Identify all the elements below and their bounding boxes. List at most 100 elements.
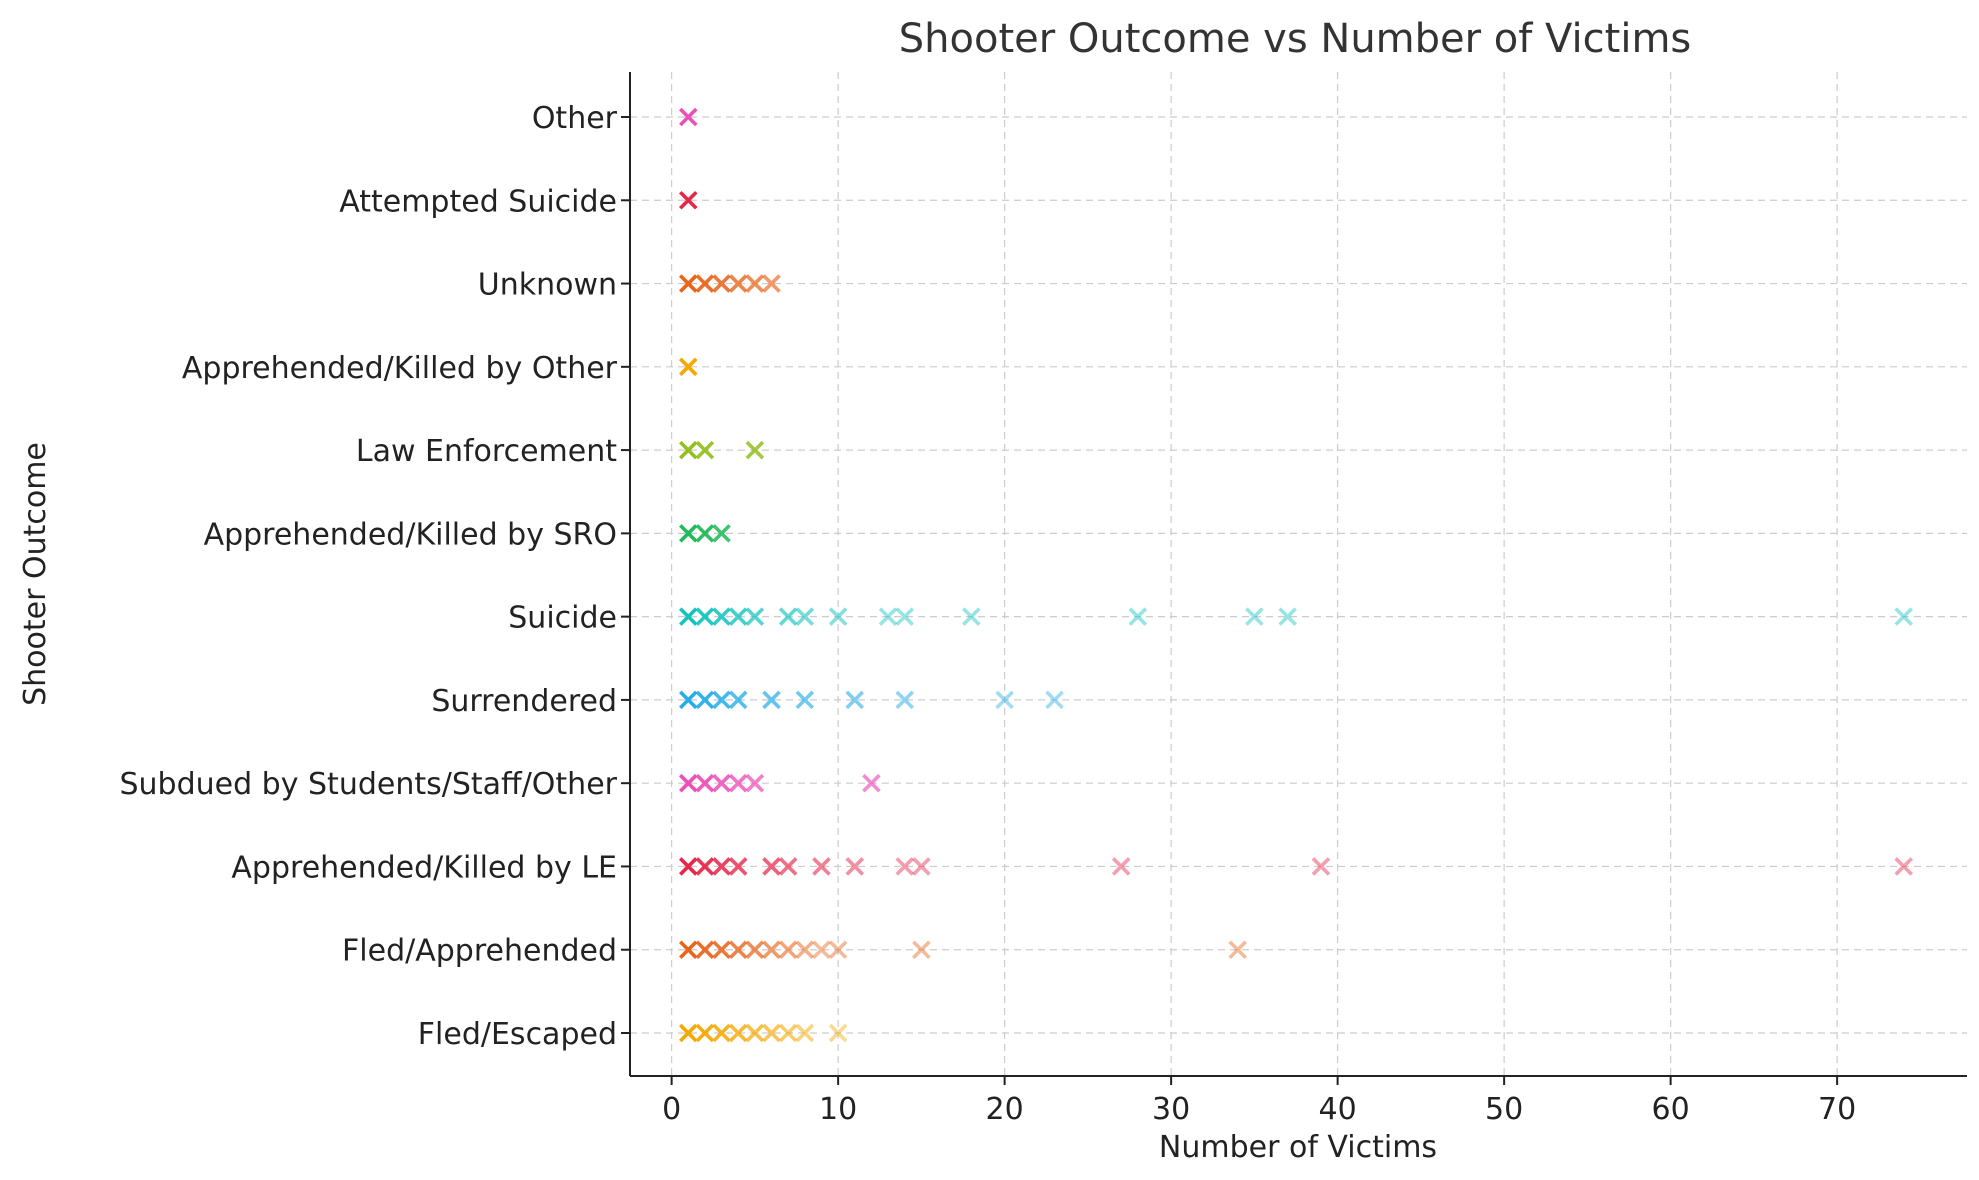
data-point <box>679 1023 698 1043</box>
data-point <box>862 773 881 793</box>
data-point <box>878 607 898 626</box>
data-point <box>695 857 715 876</box>
grid-lines <box>630 72 1967 1076</box>
data-point <box>1245 607 1264 626</box>
data-point <box>695 773 715 793</box>
data-point <box>712 690 731 710</box>
y-tick-label: Unknown <box>478 268 617 303</box>
data-point <box>745 940 765 960</box>
chart-title: Shooter Outcome vs Number of Victims <box>899 16 1692 62</box>
data-point <box>728 940 748 960</box>
data-point <box>695 1023 715 1043</box>
data-point <box>745 274 765 293</box>
data-point <box>812 940 831 960</box>
data-point <box>778 1023 798 1043</box>
data-point <box>695 440 715 460</box>
data-point <box>762 690 781 710</box>
data-point <box>745 1023 765 1043</box>
data-point <box>679 857 698 876</box>
data-point <box>728 773 748 793</box>
data-point <box>795 940 815 960</box>
y-tick-label: Fled/Apprehended <box>342 934 617 969</box>
data-point <box>679 107 698 127</box>
data-point <box>679 357 698 377</box>
data-point <box>728 607 748 626</box>
x-tick-label: 0 <box>662 1092 681 1127</box>
x-tick-label: 40 <box>1319 1092 1357 1127</box>
data-points <box>679 107 1914 1043</box>
data-point <box>795 690 815 710</box>
data-point <box>895 607 914 626</box>
data-point <box>745 440 765 460</box>
data-point <box>1228 940 1248 960</box>
data-point <box>679 440 698 460</box>
data-point <box>695 607 715 626</box>
y-tick-label: Suicide <box>508 601 617 636</box>
data-point <box>679 690 698 710</box>
data-point <box>712 607 731 626</box>
data-point <box>728 690 748 710</box>
y-tick-label: Subdued by Students/Staff/Other <box>119 767 617 802</box>
data-point <box>778 857 798 876</box>
x-tick-label: 50 <box>1485 1092 1523 1127</box>
data-point <box>695 524 715 543</box>
data-point <box>762 940 781 960</box>
y-tick-label: Apprehended/Killed by SRO <box>204 517 617 552</box>
data-point <box>762 1023 781 1043</box>
data-point <box>812 857 831 876</box>
data-point <box>828 940 848 960</box>
data-point <box>912 857 931 876</box>
x-tick-label: 30 <box>1152 1092 1190 1127</box>
x-tick-label: 20 <box>986 1092 1024 1127</box>
data-point <box>962 607 981 626</box>
data-point <box>712 524 731 543</box>
data-point <box>828 607 848 626</box>
y-tick-label: Attempted Suicide <box>339 184 617 219</box>
data-point <box>778 940 798 960</box>
data-point <box>1311 857 1331 876</box>
x-tick-label: 70 <box>1818 1092 1856 1127</box>
y-tick-label: Other <box>532 101 618 136</box>
y-tick-label: Apprehended/Killed by LE <box>231 850 617 885</box>
data-point <box>728 1023 748 1043</box>
data-point <box>1894 857 1914 876</box>
data-point <box>728 274 748 293</box>
data-point <box>912 940 931 960</box>
data-point <box>995 690 1014 710</box>
data-point <box>745 773 765 793</box>
data-point <box>712 274 731 293</box>
data-point <box>679 773 698 793</box>
data-point <box>728 857 748 876</box>
x-tick-label: 10 <box>819 1092 857 1127</box>
data-point <box>679 524 698 543</box>
data-point <box>1111 857 1131 876</box>
y-tick-label: Law Enforcement <box>356 434 617 469</box>
data-point <box>1045 690 1064 710</box>
data-point <box>712 940 731 960</box>
data-point <box>845 857 865 876</box>
y-tick-label: Surrendered <box>431 684 617 719</box>
data-point <box>778 607 798 626</box>
data-point <box>828 1023 848 1043</box>
y-axis-label: Shooter Outcome <box>18 442 53 706</box>
x-axis-label: Number of Victims <box>1159 1130 1437 1165</box>
y-tick-label: Fled/Escaped <box>418 1017 617 1052</box>
data-point <box>679 274 698 293</box>
y-ticks: Fled/Escaped Fled/Apprehended Apprehended/… <box>119 101 630 1052</box>
data-point <box>695 274 715 293</box>
y-tick-label: Apprehended/Killed by Other <box>182 351 618 386</box>
data-point <box>795 1023 815 1043</box>
data-point <box>679 190 698 210</box>
data-point <box>679 940 698 960</box>
data-point <box>695 940 715 960</box>
data-point <box>762 274 781 293</box>
data-point <box>1128 607 1148 626</box>
data-point <box>1278 607 1297 626</box>
data-point <box>745 607 765 626</box>
data-point <box>695 690 715 710</box>
data-point <box>795 607 815 626</box>
data-point <box>712 773 731 793</box>
data-point <box>679 607 698 626</box>
data-point <box>845 690 865 710</box>
